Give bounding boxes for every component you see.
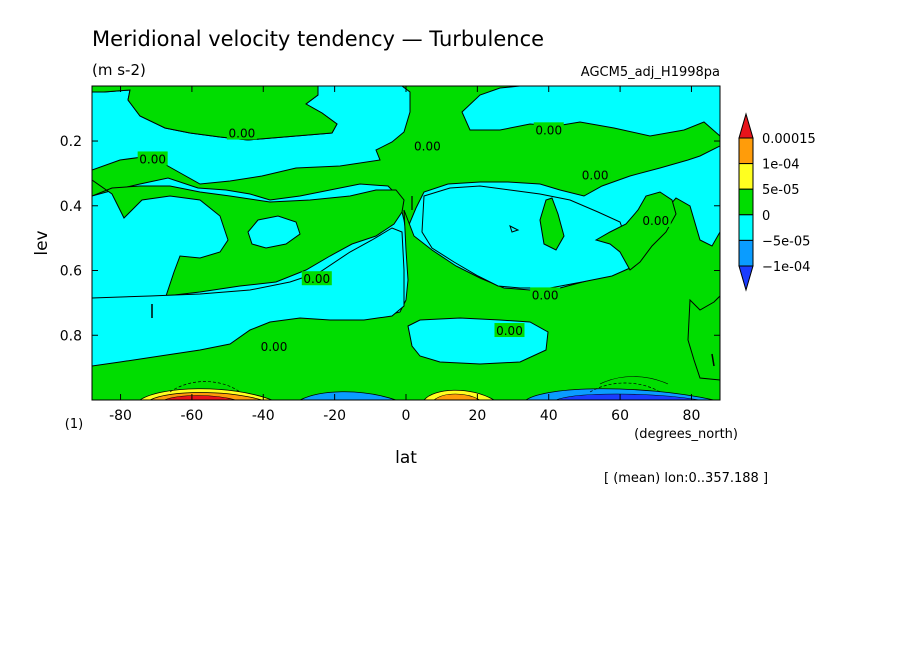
colorbar-triangle-bottom	[738, 265, 754, 292]
blue-band-south	[299, 391, 397, 400]
contour-label-bg	[533, 122, 564, 137]
x-tick-label: 0	[402, 408, 411, 424]
contour-label: 0.00	[303, 272, 330, 286]
green-region-finger-north	[594, 191, 677, 271]
colorbar-label: −1e-04	[762, 260, 810, 275]
colorbar-label: 1e-04	[762, 158, 800, 173]
colorbar-label: 5e-05	[762, 183, 800, 198]
contour-label-bg	[530, 287, 561, 302]
contour-label-group: 0.00 0.00 0.00 0.00 0.00 0.00 0.00 0.00 0.00 0.00	[137, 122, 671, 354]
y-tick-label: 0.6	[60, 264, 82, 280]
contour-label-bg	[580, 167, 611, 182]
dataset-label: AGCM5_adj_H1998pa	[581, 65, 720, 80]
contour-label: 0.00	[139, 152, 166, 166]
dashed-contour-south	[169, 381, 241, 393]
contour-mark-right	[711, 353, 715, 367]
y-axis: 0.2 0.4 0.6 0.8	[60, 134, 720, 344]
x-tick-label: -60	[180, 408, 203, 424]
colorbar: 0.00015 1e-04 5e-05 0 −5e-05 −1e-04	[738, 112, 816, 292]
contour-field	[92, 86, 720, 400]
cyan-region-pocket-south	[247, 215, 301, 249]
contour-label: 0.00	[414, 140, 441, 154]
contour-label-bg	[412, 138, 443, 153]
x-tick-label: -40	[252, 408, 275, 424]
footnote: [ (mean) lon:0..357.188 ]	[604, 471, 768, 486]
y-axis-label: lev	[32, 230, 52, 255]
cyan-region-equator-low	[407, 317, 549, 365]
contour-label-bg	[258, 339, 289, 354]
x-tick-label: -20	[323, 408, 346, 424]
colorbar-triangle-top	[738, 112, 754, 139]
x-tick-label: -80	[109, 408, 132, 424]
x-tick-label: 60	[611, 408, 629, 424]
contour-label-bg	[137, 151, 168, 166]
colorbar-segment	[738, 163, 754, 190]
x-axis-units: (degrees_north)	[634, 427, 738, 442]
y-axis-units: (1)	[65, 417, 83, 432]
y-tick-label: 0.2	[60, 134, 82, 150]
y-tick-label: 0.8	[60, 328, 82, 344]
thin-contour-north	[599, 376, 669, 385]
contour-label-bg	[301, 271, 332, 286]
contour-label: 0.00	[229, 127, 256, 141]
x-tick-label: 20	[468, 408, 486, 424]
x-tick-label: 80	[683, 408, 701, 424]
deep-blue-band-north	[555, 393, 701, 400]
colorbar-segment	[738, 188, 754, 216]
dashed-contour-north	[589, 382, 661, 393]
green-region-pocket-40n	[539, 197, 565, 251]
colorbar-label: −5e-05	[762, 234, 810, 249]
contour-label: 0.00	[261, 340, 288, 354]
contour-label: 0.00	[642, 214, 669, 228]
colorbar-label: 0	[762, 209, 770, 224]
contour-label: 0.00	[532, 288, 559, 302]
x-axis: -80 -60 -40 -20 0 20 40 60 80	[109, 86, 700, 424]
contour-label-bg	[226, 125, 257, 140]
green-region-right-low	[687, 295, 720, 381]
contour-label: 0.00	[496, 324, 523, 338]
colorbar-label: 0.00015	[762, 132, 816, 147]
x-tick-label: 40	[540, 408, 558, 424]
contour-label: 0.00	[582, 169, 609, 183]
cyan-region-south-low	[92, 227, 405, 367]
colorbar-segment	[738, 137, 754, 165]
y-tick-label: 0.4	[60, 199, 82, 215]
colorbar-segment	[738, 239, 754, 267]
contour-label: 0.00	[535, 123, 562, 137]
contour-label-bg	[640, 212, 671, 227]
x-axis-label: lat	[395, 448, 417, 468]
colorbar-segment	[738, 214, 754, 241]
chart-title: Meridional velocity tendency — Turbulenc…	[92, 27, 544, 51]
cyan-region-north-mid	[421, 185, 631, 289]
contour-label-bg	[494, 323, 525, 338]
green-region-left-mid	[92, 179, 405, 297]
green-region-subtropics	[92, 86, 720, 234]
contour-mark-30n	[509, 225, 520, 233]
chart-units: (m s-2)	[92, 61, 146, 79]
